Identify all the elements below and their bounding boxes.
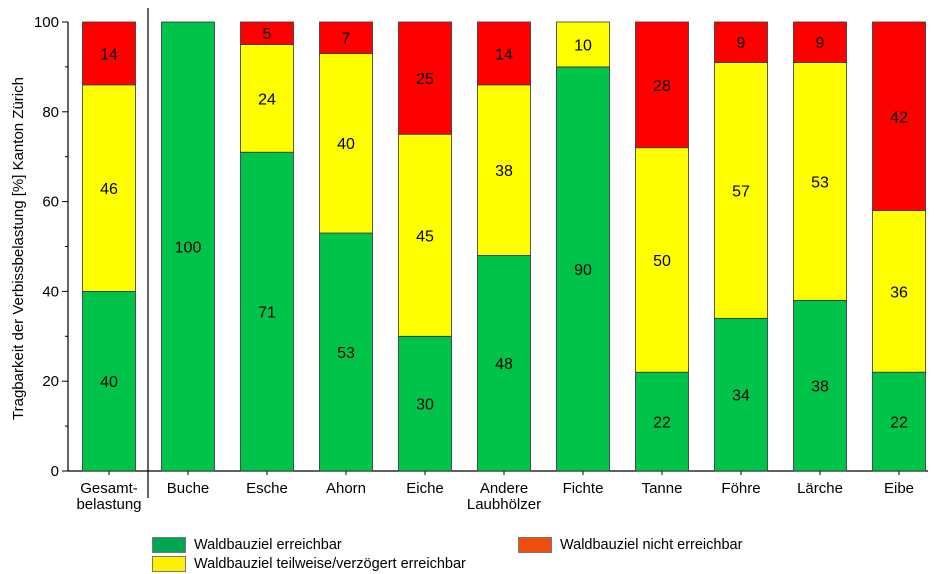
bar-segment-erreichbar	[161, 21, 215, 472]
data-label: 90	[574, 262, 592, 279]
legend-item-erreichbar: Waldbauziel erreichbar	[152, 537, 342, 553]
y-axis-title: Tragbarkeit der Verbissbelastung [%] Kan…	[10, 77, 27, 420]
bar-segment-nicht-erreichbar	[635, 21, 689, 149]
bar-segment-teilweise	[872, 210, 926, 373]
data-label: 5	[263, 26, 272, 43]
x-tick-label: belastung	[76, 496, 141, 513]
y-tick-label: 0	[51, 463, 59, 480]
bar-segment-teilweise	[556, 21, 610, 68]
bar-segment-erreichbar	[398, 335, 452, 472]
x-tick-label: Lärche	[797, 480, 843, 497]
y-tick-label: 40	[42, 283, 59, 300]
data-label: 25	[416, 71, 434, 88]
bar-segment-nicht-erreichbar	[82, 21, 136, 86]
data-label: 22	[890, 415, 908, 432]
legend-swatch-erreichbar	[152, 537, 186, 553]
bar-segment-erreichbar	[872, 371, 926, 472]
data-label: 34	[732, 388, 750, 405]
data-label: 53	[337, 345, 355, 362]
data-label: 24	[258, 91, 276, 108]
data-label: 22	[653, 415, 671, 432]
bar-segment-teilweise	[635, 147, 689, 373]
legend-swatch-nicht-erreichbar	[518, 537, 552, 553]
data-label: 38	[495, 163, 513, 180]
bar-segment-nicht-erreichbar	[872, 21, 926, 211]
data-label: 50	[653, 253, 671, 270]
bar-segment-erreichbar	[319, 232, 373, 472]
data-label: 30	[416, 397, 434, 414]
bar-segment-nicht-erreichbar	[240, 21, 294, 45]
data-label: 14	[495, 46, 513, 63]
bar-segment-nicht-erreichbar	[319, 21, 373, 54]
bar-segment-nicht-erreichbar	[793, 21, 847, 63]
bar-segment-erreichbar	[477, 255, 531, 472]
data-label: 57	[732, 183, 750, 200]
x-tick-label: Eiche	[406, 480, 444, 497]
data-label: 100	[175, 240, 202, 257]
legend-item-nicht-erreichbar: Waldbauziel nicht erreichbar	[518, 537, 742, 553]
x-tick-label: Buche	[167, 480, 210, 497]
bar-segment-teilweise	[714, 62, 768, 319]
y-tick-label: 60	[42, 194, 59, 211]
bar-segment-erreichbar	[635, 371, 689, 472]
legend-label-teilweise: Waldbauziel teilweise/verzögert erreichb…	[194, 556, 466, 572]
legend-swatch-teilweise	[152, 556, 186, 572]
bar-segment-nicht-erreichbar	[714, 21, 768, 63]
bar-segment-erreichbar	[556, 66, 610, 472]
y-tick-label: 80	[42, 104, 59, 121]
bar-segment-teilweise	[319, 53, 373, 234]
bar-segment-teilweise	[793, 62, 847, 301]
x-tick-label: Laubhölzer	[467, 496, 541, 513]
x-tick-label: Fichte	[563, 480, 604, 497]
data-label: 46	[100, 181, 118, 198]
data-label: 36	[890, 284, 908, 301]
legend-item-teilweise: Waldbauziel teilweise/verzögert erreichb…	[152, 556, 466, 572]
data-label: 42	[890, 109, 908, 126]
bar-segment-teilweise	[398, 133, 452, 337]
x-tick-label: Andere	[480, 480, 528, 497]
data-label: 48	[495, 356, 513, 373]
x-tick-label: Esche	[246, 480, 288, 497]
x-tick-label: Gesamt-	[80, 480, 138, 497]
legend-label-erreichbar: Waldbauziel erreichbar	[194, 537, 342, 553]
data-label: 40	[337, 136, 355, 153]
data-label: 28	[653, 78, 671, 95]
data-label: 45	[416, 228, 434, 245]
data-label: 53	[811, 174, 829, 191]
y-tick-label: 20	[42, 373, 59, 390]
data-label: 14	[100, 46, 118, 63]
data-label: 40	[100, 374, 118, 391]
legend-label-nicht-erreichbar: Waldbauziel nicht erreichbar	[560, 537, 743, 553]
bar-segment-nicht-erreichbar	[398, 21, 452, 135]
bar-segment-nicht-erreichbar	[477, 21, 531, 86]
data-label: 38	[811, 379, 829, 396]
bar-segment-teilweise	[82, 84, 136, 292]
y-tick-label: 100	[34, 14, 59, 31]
bar-segment-teilweise	[477, 84, 531, 256]
data-label: 10	[574, 37, 592, 54]
x-tick-label: Eibe	[884, 480, 914, 497]
x-tick-label: Ahorn	[326, 480, 366, 497]
data-label: 7	[342, 31, 351, 48]
bar-segment-erreichbar	[714, 317, 768, 472]
bar-segment-erreichbar	[240, 151, 294, 472]
data-label: 71	[258, 305, 276, 322]
x-tick-label: Föhre	[721, 480, 760, 497]
data-label: 9	[737, 35, 746, 52]
data-label: 9	[816, 35, 825, 52]
x-tick-label: Tanne	[642, 480, 683, 497]
